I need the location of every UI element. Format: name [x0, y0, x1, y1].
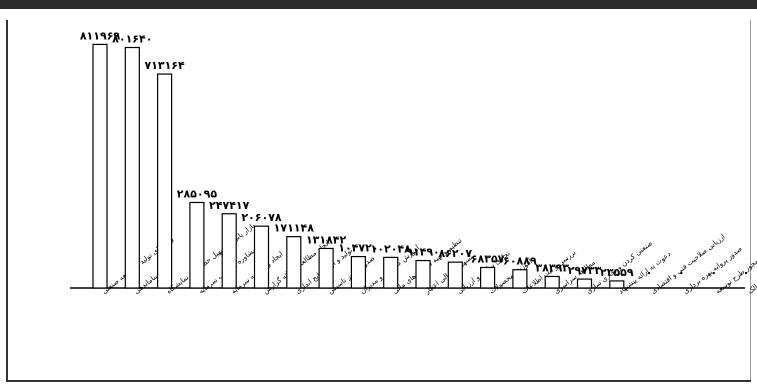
bar — [415, 259, 431, 289]
bar — [544, 275, 560, 289]
bar-value-label: ۲۳۵۵۹ — [600, 266, 634, 279]
bar — [609, 280, 625, 289]
bar-value-label-zero: . — [679, 264, 683, 277]
bar — [383, 256, 399, 289]
bar-value-label: ۷۱۳۱۶۴ — [144, 59, 185, 72]
bar — [124, 46, 140, 289]
bar-value-label-zero: . — [647, 264, 651, 277]
bar-value-label: ۱۷۱۱۴۸ — [274, 222, 315, 235]
bar — [157, 73, 173, 289]
bar-value-label: ۱۳۱۸۴۲ — [306, 233, 347, 246]
bar-value-label: ۶۰۸۸۹ — [503, 255, 537, 268]
bar-value-label: ۱۰۲۰۴۸ — [371, 242, 412, 255]
bar-value-label: ۲۹۷۳۳ — [568, 264, 602, 277]
bar — [447, 261, 463, 289]
bar-value-label: ۹۱۴۹۰ — [406, 246, 440, 259]
bar — [286, 236, 302, 289]
bar — [92, 43, 108, 289]
bar-value-label: ۶۸۳۵۷ — [471, 252, 505, 265]
bar-value-label: ۲۸۵۰۹۵ — [177, 187, 218, 200]
bar — [189, 201, 205, 289]
right-border-line — [750, 20, 751, 380]
bar — [350, 255, 366, 289]
bar — [576, 278, 593, 289]
bar — [318, 247, 334, 289]
left-border-line — [6, 20, 8, 380]
bar-value-label: ۳۸۳۹۳ — [535, 261, 569, 274]
bar-value-label: ۲۰۶۰۷۸ — [241, 211, 282, 224]
bar-value-label: ۱۰۴۷۲۰ — [338, 242, 378, 255]
top-border-bar — [0, 0, 757, 9]
bottom-border-line — [6, 380, 751, 382]
bar — [480, 266, 496, 289]
bar-value-label-zero: . — [744, 264, 748, 277]
bar-value-label: ۸۰۱۶۴۰ — [112, 33, 152, 46]
bar-value-label: ۸۶۲۰۷ — [439, 247, 473, 260]
bar — [221, 213, 237, 289]
bar — [253, 225, 270, 289]
bar-value-label: ۲۴۷۴۱۷ — [209, 199, 250, 212]
bar — [512, 269, 528, 289]
bar-value-label-zero: . — [712, 264, 716, 277]
bar-value-label: ۸۱۱۹۶۹ — [80, 29, 121, 42]
